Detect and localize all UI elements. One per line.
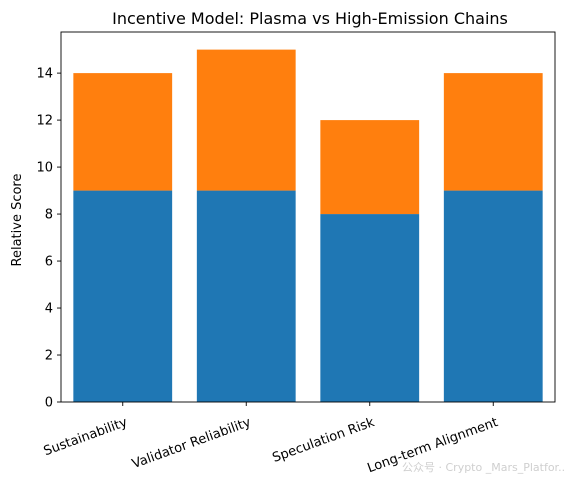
y-tick-label: 6 bbox=[45, 255, 53, 270]
y-axis-label: Relative Score bbox=[10, 174, 25, 267]
bar-series2-2 bbox=[196, 49, 296, 191]
y-tick-label: 2 bbox=[45, 349, 53, 364]
y-tick-label: 0 bbox=[45, 396, 53, 411]
plot-frame bbox=[60, 31, 556, 403]
y-tick-label: 8 bbox=[45, 208, 53, 223]
y-tick-label: 12 bbox=[36, 114, 53, 129]
bar-series2-4 bbox=[443, 73, 543, 191]
y-tick-label: 14 bbox=[36, 67, 53, 82]
x-tick-label: Validator Reliability bbox=[130, 415, 253, 472]
bar-series1-2 bbox=[196, 190, 296, 402]
chart-title: Incentive Model: Plasma vs High-Emission… bbox=[112, 9, 508, 28]
y-tick-label: 4 bbox=[45, 302, 53, 317]
x-tick-label: Speculation Risk bbox=[270, 415, 377, 466]
bar-series1-1 bbox=[73, 190, 173, 402]
bar-series2-3 bbox=[320, 120, 420, 215]
bar-series2-1 bbox=[73, 73, 173, 191]
x-tick-label: Sustainability bbox=[42, 415, 130, 459]
bar-series1-3 bbox=[320, 214, 420, 402]
y-tick-label: 10 bbox=[36, 161, 53, 176]
plot-area: 0 2 4 6 8 10 12 14 Sustainability Validator Relia… bbox=[36, 31, 556, 476]
bar-series1-4 bbox=[443, 190, 543, 402]
watermark-text: 公众号 · Crypto _Mars_Platfor... bbox=[402, 461, 564, 474]
